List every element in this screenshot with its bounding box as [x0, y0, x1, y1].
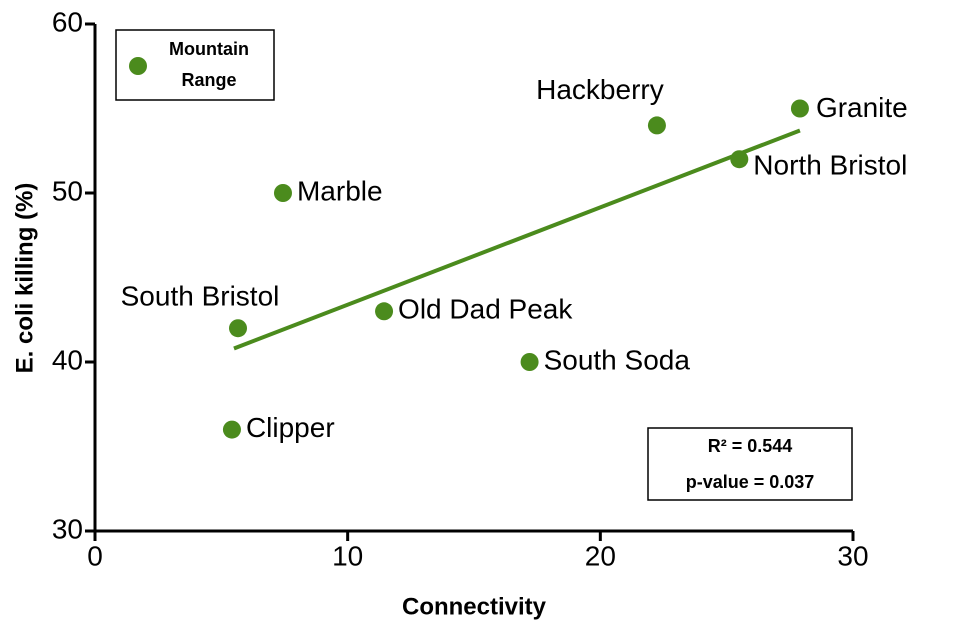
point [730, 150, 749, 169]
y-tick-label: 40 [52, 344, 83, 375]
legend-text-holder: Mountain Range [169, 39, 249, 90]
y-axis-label: E. coli killing (%) [11, 183, 38, 374]
x-tick-label: 0 [87, 540, 103, 571]
point [790, 99, 809, 118]
y-tick-label: 60 [52, 6, 83, 37]
point-label: Old Dad Peak [398, 294, 573, 325]
x-axis-label: Connectivity [402, 593, 547, 620]
legend-label: Mountain Range [169, 39, 249, 90]
x-tick-label: 20 [585, 540, 616, 571]
point-label: Granite [816, 92, 908, 123]
x-tick-label: 10 [332, 540, 363, 571]
point [222, 420, 241, 439]
point-label: Hackberry [536, 74, 664, 105]
point [229, 319, 248, 338]
y-tick-label: 30 [52, 513, 83, 544]
r-squared: R² = 0.544 [708, 436, 793, 456]
point [647, 116, 666, 135]
trend-line [233, 128, 801, 351]
point-label: Clipper [246, 412, 335, 443]
p-value: p-value = 0.037 [686, 472, 815, 492]
x-tick-label: 30 [837, 540, 868, 571]
point-label: South Bristol [121, 281, 280, 312]
point-label: Marble [297, 175, 383, 206]
point [273, 184, 292, 202]
point [375, 302, 394, 321]
y-tick-label: 50 [52, 175, 83, 206]
legend-marker [129, 57, 147, 75]
point [520, 353, 539, 371]
point-label: North Bristol [753, 150, 907, 181]
stats-box [647, 427, 853, 501]
point-label: South Soda [544, 344, 691, 375]
